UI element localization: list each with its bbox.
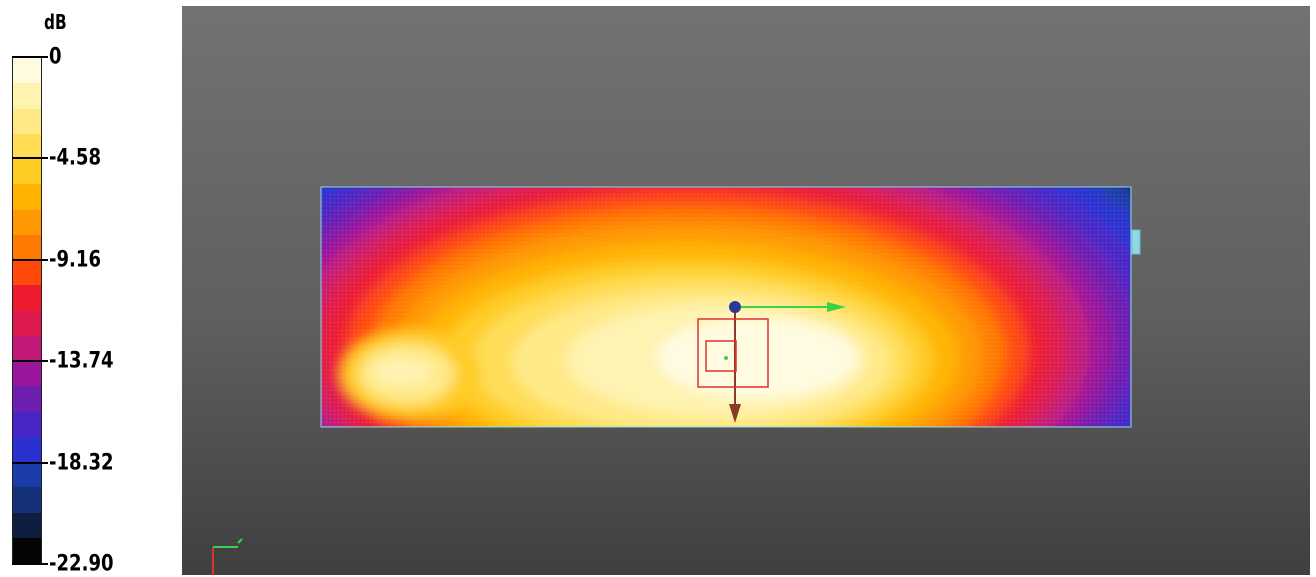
legend-swatch [13, 234, 41, 260]
gizmo-y-arrow-icon [729, 404, 741, 423]
side-panel-handle[interactable] [1131, 229, 1141, 255]
legend-swatch [13, 58, 41, 84]
legend-tick-mark [12, 258, 48, 261]
transform-gizmo[interactable] [697, 301, 846, 423]
axis-triad-icon [212, 538, 243, 575]
legend-tick-mark [12, 360, 48, 363]
legend-tick-mark [12, 563, 48, 565]
legend-swatch [13, 83, 41, 109]
legend-swatch [13, 361, 41, 387]
source-marker-inner [705, 340, 737, 372]
legend-tick-label: -22.90 [49, 551, 114, 577]
legend-swatch [13, 209, 41, 235]
legend-tick-label: 0 [49, 44, 62, 70]
source-marker-dot [724, 356, 728, 360]
color-legend: dB 0 -4.58 -9.16 -13.74 -18.32 -22.90 [0, 0, 180, 577]
viewport-scene [212, 186, 1141, 575]
3d-viewport[interactable] [182, 6, 1310, 575]
legend-swatch [13, 260, 41, 286]
legend-tick-mark [12, 56, 48, 58]
legend-tick-mark [12, 157, 48, 160]
gizmo-x-arrow-icon [827, 302, 846, 312]
legend-swatch [13, 184, 41, 210]
source-marker-outer [697, 318, 769, 388]
legend-swatch [13, 512, 41, 538]
legend-unit-label: dB [44, 10, 67, 34]
heatmap-frame [320, 186, 1132, 428]
legend-color-bar [12, 57, 42, 564]
legend-swatch [13, 386, 41, 412]
gizmo-origin-icon [729, 301, 741, 313]
legend-swatch [13, 335, 41, 361]
legend-swatch [13, 159, 41, 185]
legend-swatch [13, 310, 41, 336]
legend-swatch [13, 108, 41, 134]
legend-swatch [13, 537, 41, 563]
legend-tick-label: -18.32 [49, 450, 114, 476]
legend-swatch [13, 436, 41, 462]
legend-tick-label: -4.58 [49, 145, 102, 171]
legend-swatch [13, 285, 41, 311]
sound-pressure-heatmap [321, 187, 1131, 427]
legend-tick-mark [12, 461, 48, 464]
legend-tick-label: -13.74 [49, 348, 114, 374]
legend-tick-label: -9.16 [49, 247, 102, 273]
legend-swatch [13, 133, 41, 159]
legend-swatch [13, 462, 41, 488]
legend-swatch [13, 487, 41, 513]
legend-swatch [13, 411, 41, 437]
